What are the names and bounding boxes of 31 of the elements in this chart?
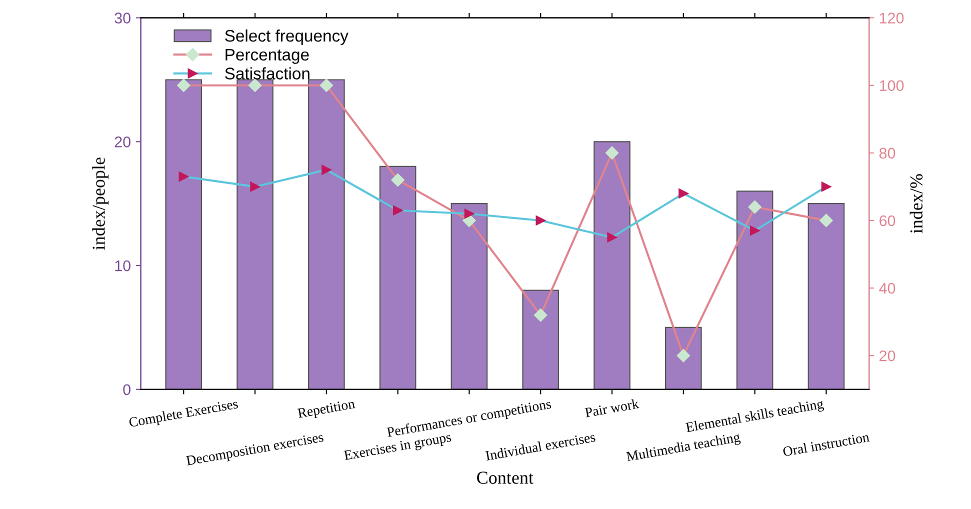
x-tick-label: Pair work xyxy=(584,398,640,418)
bar xyxy=(808,203,845,390)
bar xyxy=(450,203,488,390)
x-tick-label: Complete Exercises xyxy=(128,398,239,430)
y2-tick-label: 20 xyxy=(880,350,896,362)
x-axis-title: Content xyxy=(477,472,534,484)
bar xyxy=(308,79,345,390)
bar xyxy=(594,141,630,390)
legend-label: Select frequency xyxy=(225,29,348,46)
y-tick-label: 0 xyxy=(123,384,130,396)
y2-tick-label: 60 xyxy=(880,215,896,226)
y2-tick-label: 120 xyxy=(880,12,904,24)
y2-tick-label: 40 xyxy=(879,282,896,294)
bar xyxy=(522,290,560,390)
y2-axis-title: index/% xyxy=(910,174,923,234)
bar xyxy=(236,79,274,390)
x-tick-label: Repetition xyxy=(297,398,356,421)
y-tick-label: 20 xyxy=(114,136,130,148)
y2-tick-label: 80 xyxy=(879,148,896,159)
bar xyxy=(665,326,702,390)
x-tick-label: Individual exercises xyxy=(485,432,596,461)
y-tick-label: 30 xyxy=(114,12,130,24)
bar xyxy=(165,79,202,390)
y-axis-title: index/people xyxy=(92,158,109,250)
bar xyxy=(379,166,416,390)
y2-tick-label: 100 xyxy=(880,80,904,92)
legend-label: Satisfaction xyxy=(225,67,310,80)
bar xyxy=(736,190,774,390)
legend-label: Percentage xyxy=(226,48,309,64)
y-tick-label: 10 xyxy=(115,260,130,272)
x-tick-label: Decomposition exercises xyxy=(186,432,324,468)
